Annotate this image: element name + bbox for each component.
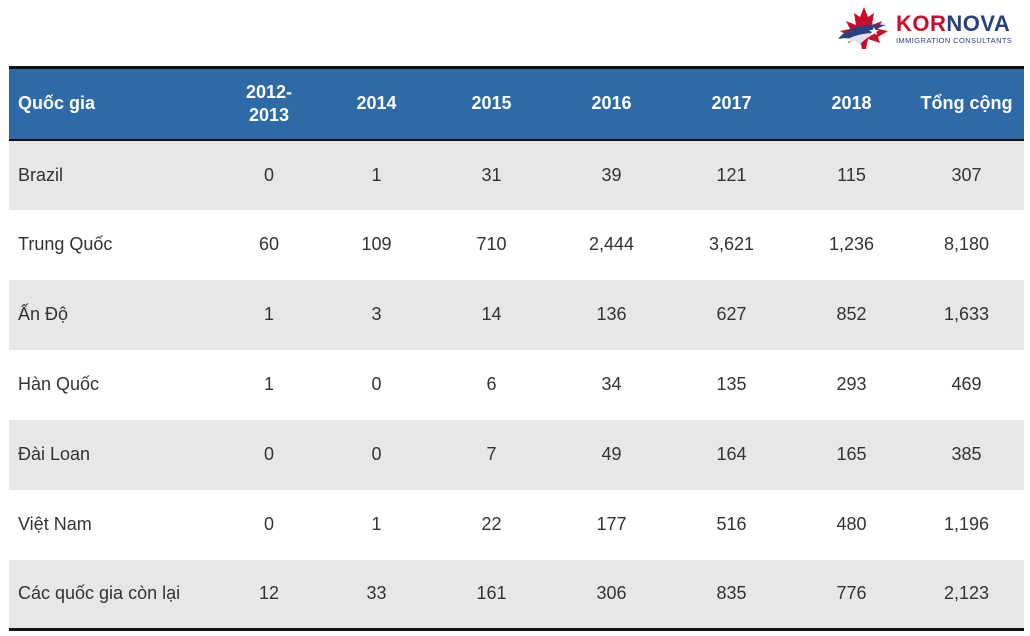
value-cell: 1 [263,304,274,324]
value-cell: 852 [836,304,867,324]
value-cell: 3 [371,304,382,324]
statistics-table: Quốc gia 2012- 2013 2014 2015 2016 2017 2018 Tổ… [9,66,1024,631]
header-column: 2017 [669,67,794,141]
country-cell: Hàn Quốc [18,374,100,394]
country-cell: Các quốc gia còn lại [18,583,181,604]
value-cell: 39 [601,164,622,185]
value-cell: 14 [481,304,502,324]
table-body: Brazil 0 1 31 39 121 115 307 Trung Quốc 60 109 710 2… [9,139,1024,630]
value-cell: 0 [263,164,274,185]
header-column: 2016 [554,67,669,141]
value-cell: 627 [716,304,747,324]
value-cell: 7 [486,444,497,464]
value-cell: 1,236 [828,234,875,254]
value-cell: 121 [716,164,747,185]
logo-tagline: IMMIGRATION CONSULTANTS [896,36,1013,46]
value-cell: 1 [371,164,382,185]
kornova-logo: KORNOVA IMMIGRATION CONSULTANTS [834,4,1014,54]
value-cell: 33 [366,583,387,604]
header-country: Quốc gia [9,67,214,141]
logo-brand-kor: KOR [896,11,947,37]
value-cell: 2,123 [943,583,990,604]
value-cell: 3,621 [708,234,755,254]
country-cell: Ấn Độ [18,304,69,324]
value-cell: 34 [601,374,622,394]
table-row: Hàn Quốc 1 0 6 34 135 293 469 [9,349,1024,420]
table-row: Trung Quốc 60 109 710 2,444 3,621 1,236 8,180 [9,209,1024,280]
value-cell: 469 [951,374,982,394]
value-cell: 115 [837,164,866,185]
value-cell: 31 [481,164,502,185]
value-cell: 1 [371,514,382,534]
country-cell: Brazil [18,164,64,185]
value-cell: 0 [263,444,274,464]
value-cell: 12 [258,583,280,604]
value-cell: 8,180 [943,234,990,254]
table-row: Đài Loan 0 0 7 49 164 165 385 [9,419,1024,490]
logo-brand: KORNOVA [896,13,1012,35]
value-cell: 293 [836,374,867,394]
value-cell: 177 [596,514,627,534]
header-column: 2015 [429,67,554,141]
value-cell: 0 [371,444,382,464]
value-cell: 2,444 [588,234,635,254]
logo-brand-nova: NOVA [946,11,1011,37]
header-column: 2014 [324,67,429,141]
country-cell: Trung Quốc [18,234,113,254]
maple-leaf-eagle-icon [838,7,888,49]
header-row: Quốc gia 2012- 2013 2014 2015 2016 2017 2018 Tổ… [9,67,1024,141]
value-cell: 165 [836,444,867,464]
table-row: Brazil 0 1 31 39 121 115 307 [9,139,1024,210]
logo-text: KORNOVA IMMIGRATION CONSULTANTS [896,13,1012,45]
value-cell: 0 [371,374,382,394]
value-cell: 480 [836,514,867,534]
value-cell: 136 [596,304,627,324]
value-cell: 109 [361,234,392,254]
value-cell: 135 [716,374,747,394]
value-cell: 835 [716,583,747,604]
value-cell: 1 [263,374,274,394]
country-cell: Đài Loan [18,444,91,464]
value-cell: 161 [476,583,507,604]
value-cell: 385 [951,444,982,464]
value-cell: 1,196 [943,514,990,534]
header-column: Tổng cộng [909,67,1024,141]
table-row: Các quốc gia còn lại 12 33 161 306 835 776 2,12… [9,559,1024,630]
value-cell: 776 [836,583,867,604]
table-header: Quốc gia 2012- 2013 2014 2015 2016 2017 2018 Tổ… [9,67,1024,141]
value-cell: 164 [716,444,747,464]
header-column: 2012- 2013 [214,67,324,141]
value-cell: 1,633 [943,304,990,324]
value-cell: 710 [476,234,507,254]
value-cell: 0 [263,514,274,534]
value-cell: 49 [601,444,622,464]
value-cell: 307 [951,164,982,185]
statistics-table-container: Quốc gia 2012- 2013 2014 2015 2016 2017 2018 Tổ… [9,66,1024,631]
value-cell: 22 [481,514,502,534]
header-column: 2018 [794,67,909,141]
value-cell: 60 [258,234,280,254]
value-cell: 516 [716,514,747,534]
value-cell: 6 [486,374,497,394]
table-row: Ấn Độ 1 3 14 136 627 852 1,633 [9,279,1024,350]
table-row: Việt Nam 0 1 22 177 516 480 1,196 [9,489,1024,560]
value-cell: 306 [596,583,627,604]
country-cell: Việt Nam [18,514,92,534]
